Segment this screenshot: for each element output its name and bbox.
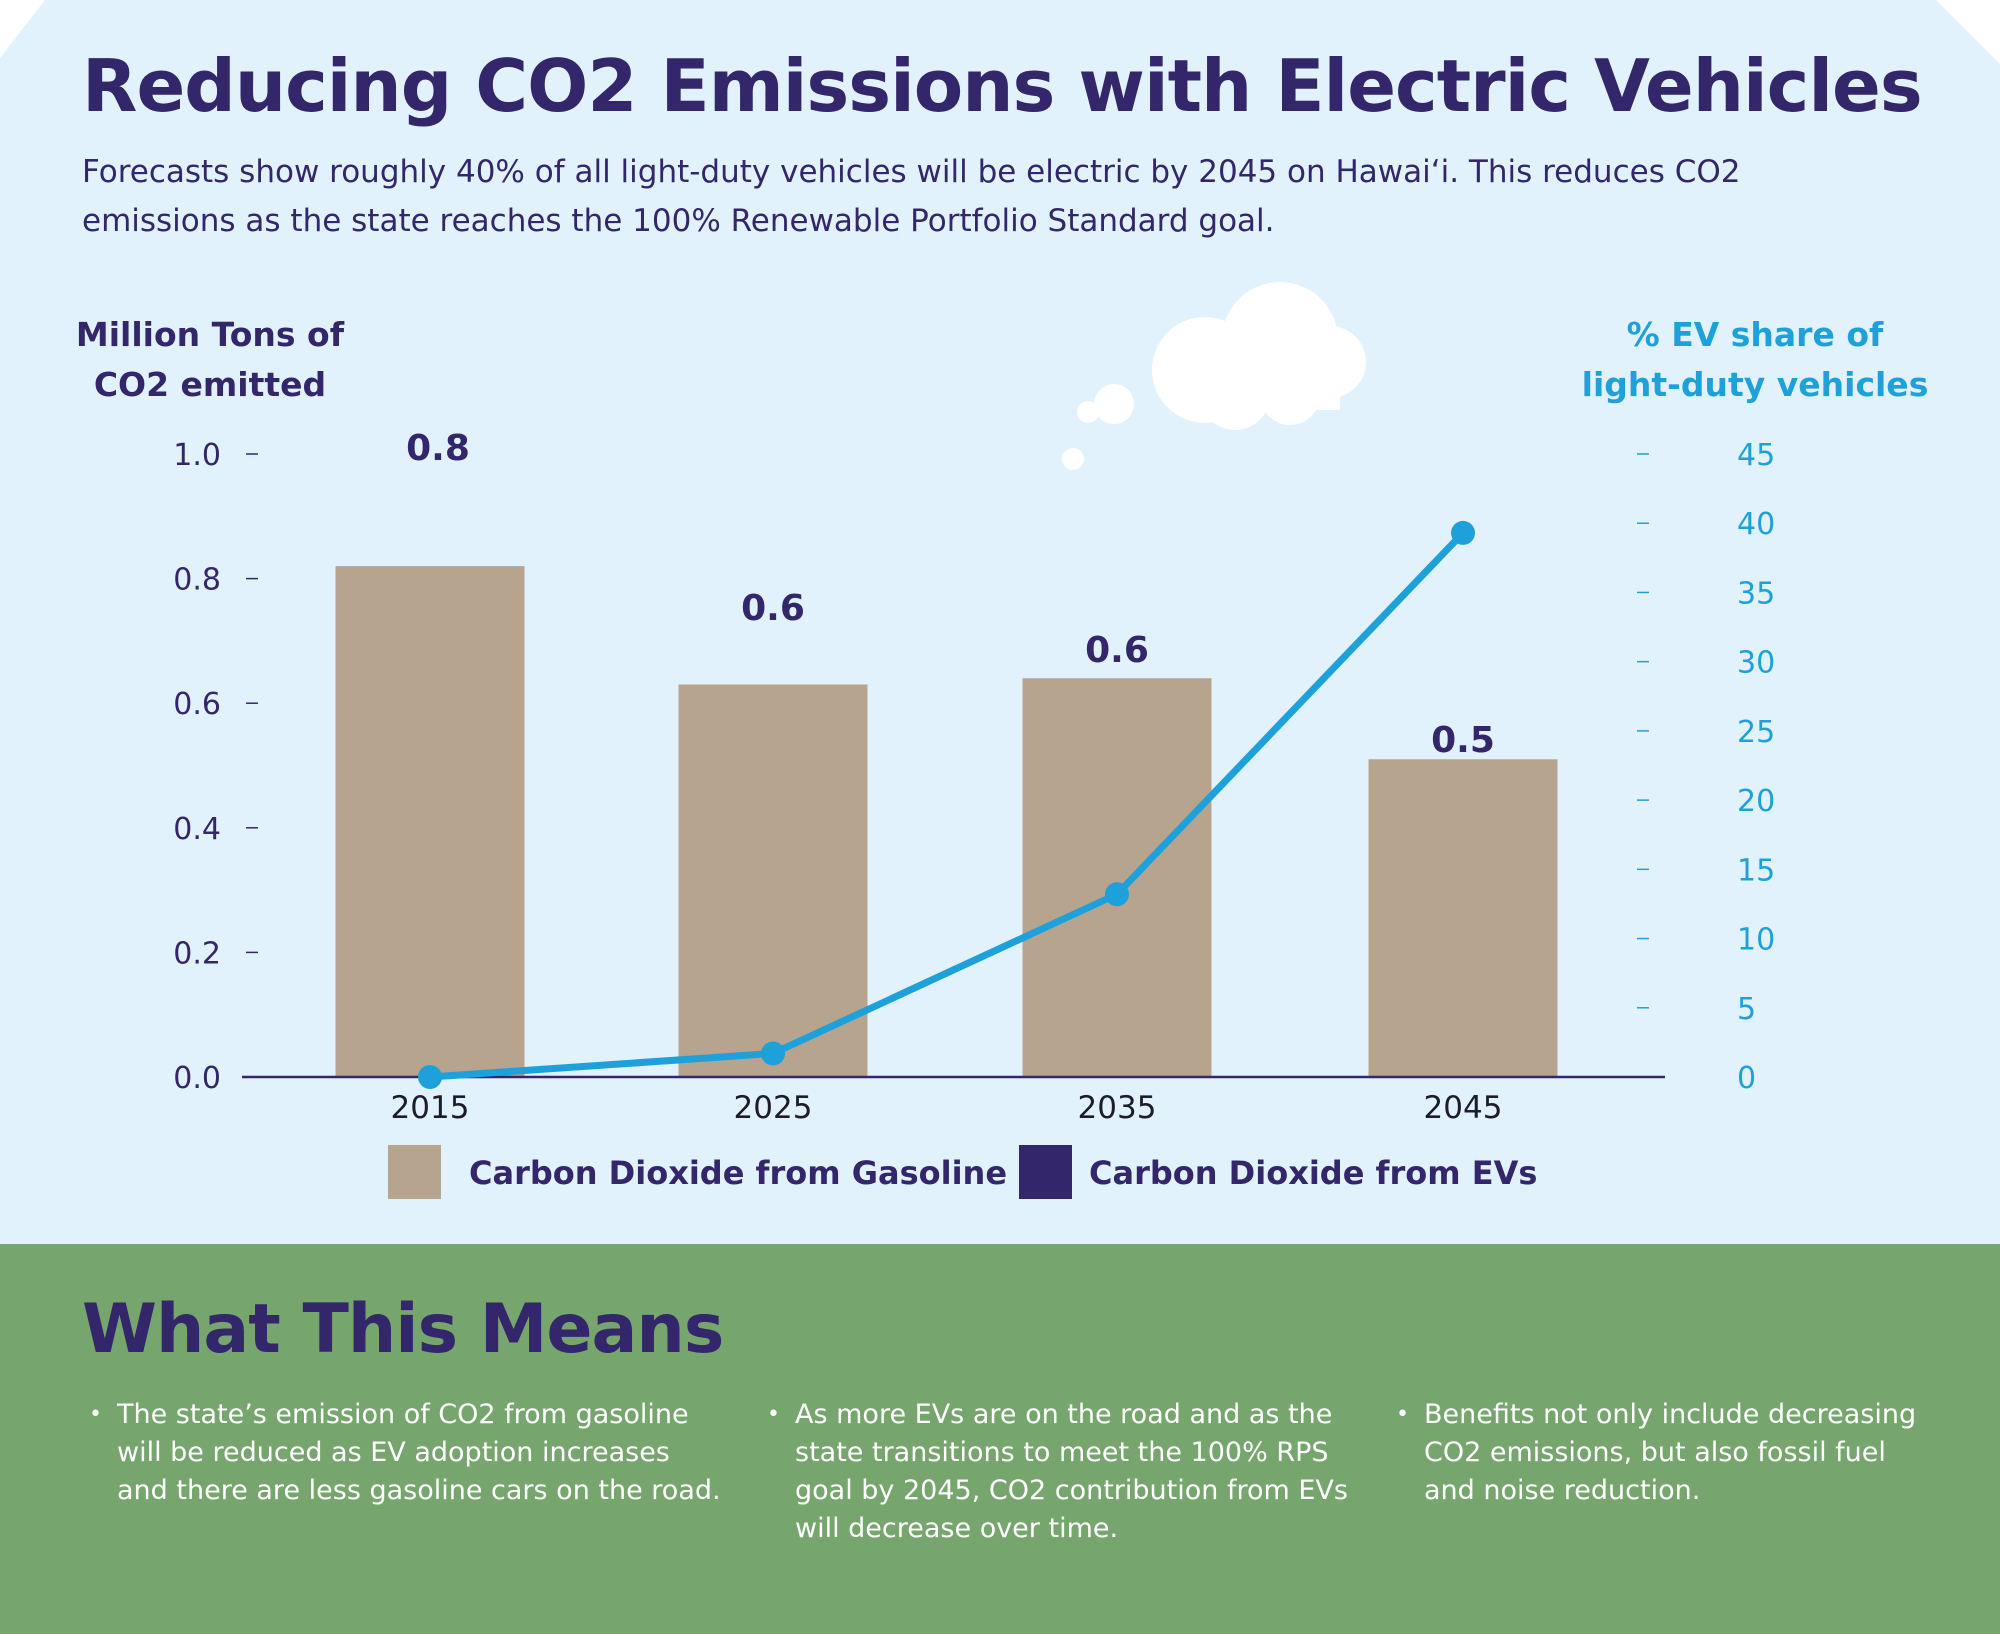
ev-share-line (429, 530, 1466, 1081)
left-axis-title: Million Tons of CO2 emitted (60, 310, 360, 410)
right-axis-tick-label: 5 (1737, 992, 1756, 1027)
left-axis-tick-label: 0.8 (173, 563, 221, 598)
bar-data-label: 0.6 (741, 588, 805, 629)
chart: 0.00.20.40.60.81.00510152025303540450.80… (173, 282, 1775, 1199)
right-axis-tick-label: 45 (1737, 438, 1775, 473)
legend-swatch-ev (1019, 1145, 1072, 1199)
x-axis-tick-label: 2035 (1078, 1090, 1157, 1126)
bullet-icon: • (767, 1402, 780, 1427)
x-axis-tick-label: 2025 (734, 1090, 813, 1126)
x-axis-tick-label: 2015 (391, 1090, 470, 1126)
bullet-icon: • (1396, 1402, 1409, 1427)
bullet-text: As more EVs are on the road and as the s… (795, 1399, 1348, 1544)
right-axis-title: % EV share of light-duty vehicles (1560, 310, 1950, 410)
bullet-item: • The state’s emission of CO2 from gasoli… (89, 1396, 727, 1510)
what-this-means-title: What This Means (82, 1290, 724, 1369)
bullet-icon: • (89, 1402, 102, 1427)
corner-cut-left (0, 0, 45, 58)
right-axis-tick-label: 40 (1737, 507, 1775, 542)
left-axis-tick-label: 0.2 (173, 936, 221, 971)
bullet-item: • Benefits not only include decreasing CO… (1396, 1396, 1944, 1510)
ev-share-point-2035 (1105, 882, 1129, 907)
right-axis-tick-label: 10 (1737, 923, 1775, 958)
corner-cut-right (1936, 0, 2000, 64)
left-axis-title-line2: CO2 emitted (93, 365, 327, 404)
bar-gasoline-2015 (335, 566, 525, 1077)
bar-data-label: 0.6 (1085, 630, 1149, 671)
right-axis-title-line1: % EV share of (1626, 315, 1884, 354)
x-axis-tick-label: 2045 (1424, 1090, 1503, 1126)
legend-label-ev: Carbon Dioxide from EVs (1089, 1154, 1537, 1192)
legend-swatch-gasoline (388, 1145, 441, 1199)
ev-share-point-2025 (761, 1041, 785, 1066)
left-axis-tick-label: 0.0 (173, 1061, 221, 1096)
bar-data-label: 0.5 (1431, 720, 1495, 761)
left-axis-tick-label: 0.6 (173, 687, 221, 722)
left-axis-title-line1: Million Tons of (75, 315, 345, 354)
bullet-text: The state’s emission of CO2 from gasolin… (117, 1399, 721, 1506)
bullet-text: Benefits not only include decreasing CO2… (1424, 1399, 1917, 1506)
right-axis-tick-label: 15 (1737, 853, 1775, 888)
right-axis-tick-label: 30 (1737, 646, 1775, 681)
bullet-item: • As more EVs are on the road and as the … (767, 1396, 1355, 1548)
bar-gasoline-2045 (1368, 759, 1558, 1077)
right-axis-tick-label: 25 (1737, 715, 1775, 750)
right-axis-tick-label: 35 (1737, 576, 1775, 611)
page-subtitle: Forecasts show roughly 40% of all light-… (82, 154, 1741, 239)
right-axis-tick-label: 0 (1737, 1061, 1756, 1096)
ev-share-point-2045 (1451, 520, 1475, 545)
right-axis-title-line2: light-duty vehicles (1581, 365, 1929, 404)
page-title: Reducing CO2 Emissions with Electric Veh… (82, 44, 1923, 128)
right-axis-tick-label: 20 (1737, 784, 1775, 819)
bar-gasoline-2035 (1022, 678, 1212, 1077)
left-axis-tick-label: 1.0 (173, 438, 221, 473)
what-this-means-panel (0, 1244, 2000, 1634)
left-axis-tick-label: 0.4 (173, 812, 221, 847)
cloud-icon (1062, 282, 1366, 470)
ev-share-point-2015 (418, 1065, 442, 1089)
legend-label-gasoline: Carbon Dioxide from Gasoline (469, 1154, 1007, 1192)
bar-gasoline-2025 (678, 684, 868, 1077)
bar-data-label: 0.8 (406, 428, 470, 469)
